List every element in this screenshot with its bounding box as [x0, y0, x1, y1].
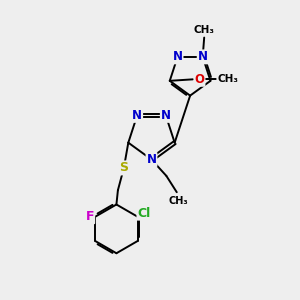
Text: N: N	[198, 50, 208, 63]
Text: CH₃: CH₃	[168, 196, 188, 206]
Text: N: N	[172, 50, 182, 63]
Text: CH₃: CH₃	[194, 25, 215, 35]
Text: S: S	[119, 161, 128, 174]
Text: Cl: Cl	[137, 207, 151, 220]
Text: CH₃: CH₃	[217, 74, 238, 84]
Text: N: N	[161, 109, 171, 122]
Text: F: F	[86, 210, 94, 223]
Text: O: O	[194, 73, 205, 86]
Text: N: N	[146, 153, 157, 166]
Text: N: N	[132, 109, 142, 122]
